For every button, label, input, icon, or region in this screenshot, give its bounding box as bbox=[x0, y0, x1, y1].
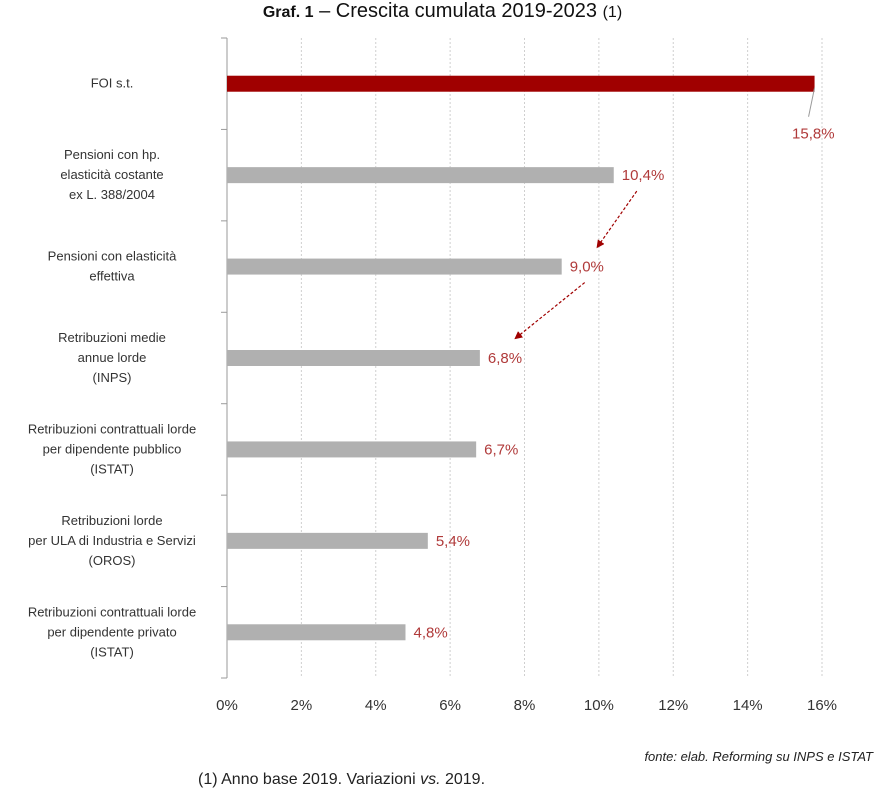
data-label: 4,8% bbox=[414, 624, 448, 641]
bar bbox=[227, 258, 562, 275]
data-labels: 15,8% 10,4% 9,0% 6,8% 6,7% 5,4% 4,8% bbox=[414, 87, 835, 641]
x-tick-label: 6% bbox=[439, 697, 461, 714]
chart-title-text: – Crescita cumulata 2019-2023 bbox=[313, 0, 603, 22]
chart-title-number: Graf. 1 bbox=[262, 4, 314, 21]
bars bbox=[227, 75, 815, 641]
bar bbox=[227, 350, 480, 366]
bar bbox=[227, 532, 428, 549]
annotation-arrow bbox=[596, 190, 638, 249]
data-label: 9,0% bbox=[570, 259, 604, 276]
footnote-italic: vs. bbox=[420, 771, 441, 788]
x-tick-label: 12% bbox=[658, 697, 688, 714]
data-label: 15,8% bbox=[792, 126, 835, 143]
x-tick-label: 8% bbox=[514, 697, 536, 714]
chart-title: Graf. 1 – Crescita cumulata 2019-2023 (1… bbox=[0, 0, 885, 23]
footnote-suffix: 2019. bbox=[440, 771, 486, 788]
bar-chart: FOI s.t. Pensioni con hp. elasticità costa… bbox=[28, 37, 837, 714]
category-label: Pensioni con elasticità effettiva bbox=[48, 249, 177, 284]
y-axis bbox=[221, 37, 228, 679]
category-label: Retribuzioni medie annue lorde (INPS) bbox=[58, 330, 166, 385]
chart-title-note: (1) bbox=[602, 4, 623, 21]
x-tick-label: 16% bbox=[807, 697, 837, 714]
data-label: 5,4% bbox=[436, 533, 470, 550]
data-label: 6,7% bbox=[484, 441, 518, 458]
data-label: 6,8% bbox=[488, 350, 522, 367]
category-label: Retribuzioni lorde per ULA di Industria e… bbox=[28, 513, 196, 568]
x-tick-label: 14% bbox=[733, 697, 763, 714]
bar bbox=[227, 624, 406, 641]
data-label: 10,4% bbox=[622, 167, 665, 184]
x-tick-label: 0% bbox=[216, 697, 238, 714]
footnote-prefix: (1) Anno base 2019. Variazioni bbox=[198, 771, 421, 788]
footnote: (1) Anno base 2019. Variazioni vs. 2019. bbox=[198, 771, 485, 789]
x-tick-labels: 0% 2% 4% 6% 8% 10% 12% 14% 16% bbox=[216, 697, 837, 714]
x-tick-label: 2% bbox=[291, 697, 313, 714]
bar bbox=[227, 441, 477, 458]
leader-line bbox=[808, 87, 816, 117]
bar bbox=[227, 167, 614, 184]
annotation-arrows bbox=[514, 190, 638, 340]
bar bbox=[227, 75, 815, 92]
category-label: Retribuzioni contrattuali lorde per dipen… bbox=[28, 604, 196, 659]
source-note: fonte: elab. Reforming su INPS e ISTAT bbox=[644, 749, 873, 764]
x-tick-label: 10% bbox=[584, 697, 614, 714]
annotation-arrow bbox=[514, 282, 586, 340]
category-label: Retribuzioni contrattuali lorde per dipen… bbox=[28, 421, 196, 476]
category-label: Pensioni con hp. elasticità costante ex L.… bbox=[60, 147, 163, 202]
category-label: FOI s.t. bbox=[91, 76, 134, 91]
x-tick-label: 4% bbox=[365, 697, 387, 714]
category-labels: FOI s.t. Pensioni con hp. elasticità costa… bbox=[28, 76, 196, 660]
